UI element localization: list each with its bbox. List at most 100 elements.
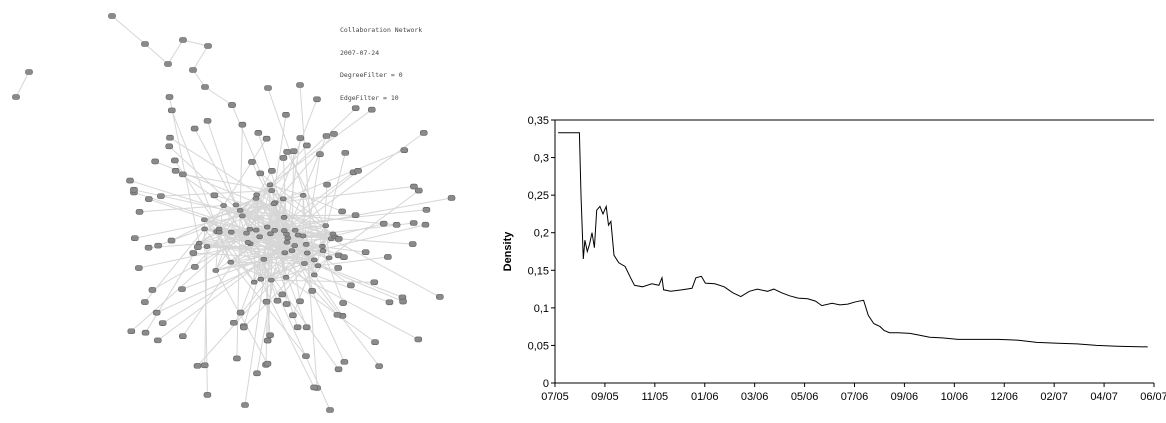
- network-node: [204, 245, 210, 249]
- network-node: [201, 363, 208, 368]
- network-node: [316, 152, 323, 157]
- network-node: [292, 228, 298, 232]
- x-tick-label: 01/06: [691, 391, 719, 403]
- network-node: [171, 158, 178, 163]
- network-node: [194, 245, 201, 250]
- network-node: [297, 83, 304, 88]
- network-node: [204, 118, 211, 123]
- network-edge: [16, 72, 29, 97]
- network-node: [237, 208, 243, 212]
- network-node: [400, 299, 407, 304]
- network-node: [323, 224, 329, 228]
- network-node: [166, 135, 173, 140]
- network-node: [159, 321, 166, 326]
- network-node: [257, 235, 263, 239]
- network-node: [127, 178, 134, 183]
- network-node: [179, 334, 186, 339]
- network-node: [339, 209, 346, 214]
- network-node: [253, 371, 260, 376]
- network-node: [191, 264, 198, 269]
- network-node: [415, 337, 422, 342]
- network-node: [282, 251, 288, 255]
- network-node: [352, 213, 359, 218]
- x-tick-label: 10/06: [941, 391, 969, 403]
- network-node: [253, 228, 259, 232]
- network-node: [409, 242, 416, 247]
- network-node: [330, 131, 337, 136]
- y-tick-label: 0,25: [528, 190, 549, 202]
- y-tick-label: 0,3: [534, 153, 549, 165]
- network-node: [267, 183, 273, 187]
- network-node: [422, 222, 429, 227]
- network-node: [166, 144, 173, 149]
- network-node: [271, 202, 277, 206]
- network-node: [274, 298, 281, 303]
- network-node: [190, 251, 197, 256]
- network-node: [172, 168, 179, 173]
- network-node: [335, 367, 342, 372]
- network-node: [141, 300, 148, 305]
- network-node: [205, 44, 212, 49]
- network-node: [303, 325, 310, 330]
- network-node: [283, 275, 289, 279]
- network-edge: [168, 40, 183, 64]
- network-node: [130, 187, 137, 192]
- network-node: [194, 363, 201, 368]
- network-node: [145, 197, 152, 202]
- network-node: [302, 354, 309, 359]
- network-node: [190, 68, 197, 73]
- x-tick-label: 12/06: [990, 391, 1018, 403]
- network-node: [191, 126, 198, 131]
- network-caption-line: DegreeFilter = 0: [340, 72, 422, 80]
- network-node: [289, 249, 295, 253]
- x-tick-label: 03/06: [741, 391, 769, 403]
- x-tick-label: 07/06: [841, 391, 869, 403]
- network-node: [165, 62, 172, 67]
- network-node: [355, 168, 362, 173]
- network-node: [300, 234, 306, 238]
- network-node: [265, 86, 272, 91]
- network-node: [280, 197, 286, 201]
- network-node: [264, 338, 271, 343]
- network-node: [154, 338, 161, 343]
- network-node: [448, 195, 455, 200]
- network-node: [269, 189, 275, 193]
- network-node: [313, 97, 320, 102]
- network-node: [233, 203, 239, 207]
- network-node: [300, 193, 306, 197]
- network-node: [386, 300, 393, 305]
- network-node: [204, 392, 211, 397]
- network-node: [152, 159, 159, 164]
- network-node: [254, 193, 260, 197]
- network-node: [131, 236, 138, 241]
- network-node: [311, 273, 317, 277]
- network-node: [179, 172, 186, 177]
- network-node: [311, 258, 317, 262]
- network-node: [294, 325, 301, 330]
- network-node: [257, 171, 264, 176]
- network-node: [292, 244, 298, 248]
- network-node: [320, 249, 326, 253]
- network-edge: [112, 16, 145, 44]
- network-node: [258, 277, 264, 281]
- network-node: [264, 361, 271, 366]
- y-tick-label: 0,2: [534, 228, 549, 240]
- network-node: [166, 95, 173, 100]
- network-node: [347, 283, 354, 288]
- network-node: [304, 251, 310, 255]
- network-node: [311, 385, 318, 390]
- x-tick-label: 09/05: [591, 391, 619, 403]
- network-node: [401, 148, 408, 153]
- network-node: [228, 230, 234, 234]
- network-node: [284, 149, 291, 154]
- network-node: [263, 299, 270, 304]
- network-node: [335, 236, 342, 241]
- network-caption-line: 2007-07-24: [340, 50, 422, 58]
- network-node: [289, 313, 296, 318]
- network-node: [239, 214, 245, 218]
- network-node: [178, 287, 185, 292]
- network-node: [242, 403, 249, 408]
- network-node: [229, 103, 236, 108]
- x-tick-label: 09/06: [891, 391, 919, 403]
